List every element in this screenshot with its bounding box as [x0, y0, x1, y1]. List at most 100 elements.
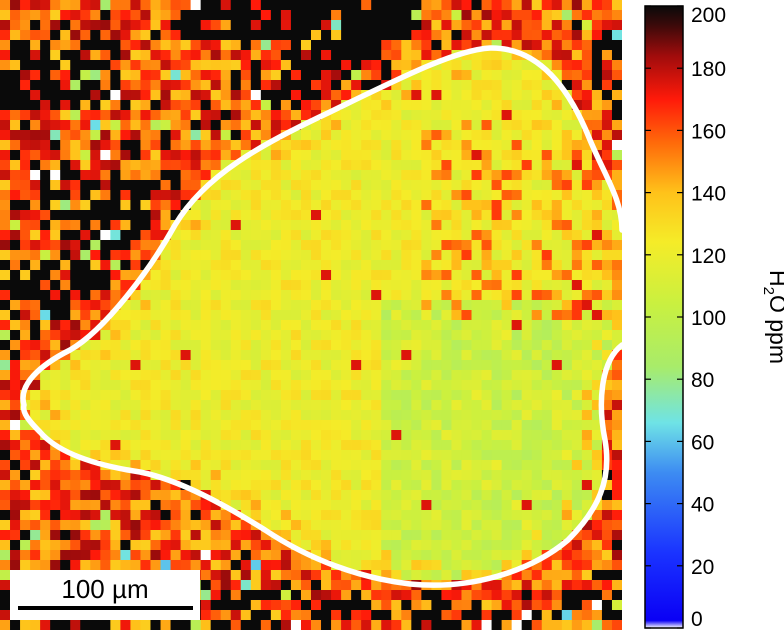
heatmap-cell — [401, 480, 412, 491]
heatmap-cell — [341, 450, 352, 461]
heatmap-cell — [190, 40, 202, 51]
heatmap-cell — [100, 80, 111, 91]
heatmap-cell — [160, 450, 172, 461]
heatmap-cell — [280, 210, 292, 221]
heatmap-cell — [461, 330, 473, 341]
heatmap-cell — [30, 130, 41, 141]
heatmap-cell — [581, 420, 593, 431]
heatmap-cell — [451, 430, 463, 441]
heatmap-cell — [160, 150, 172, 161]
heatmap-cell — [571, 500, 583, 511]
heatmap-cell — [371, 380, 382, 391]
heatmap-cell — [431, 270, 443, 281]
heatmap-cell — [160, 50, 172, 61]
heatmap-cell — [431, 180, 443, 191]
heatmap-cell — [411, 280, 422, 291]
heatmap-cell — [240, 430, 252, 441]
heatmap-cell — [601, 50, 613, 61]
heatmap-cell — [451, 10, 463, 21]
heatmap-cell — [471, 10, 483, 21]
heatmap-cell — [581, 70, 593, 81]
heatmap-cell — [321, 70, 332, 81]
heatmap-cell — [581, 430, 593, 441]
heatmap-cell — [0, 360, 11, 371]
heatmap-cell — [220, 170, 232, 181]
heatmap-cell — [311, 180, 322, 191]
heatmap-cell — [561, 160, 573, 171]
heatmap-cell — [290, 250, 302, 261]
heatmap-cell — [521, 310, 533, 321]
heatmap-cell — [521, 450, 533, 461]
heatmap-cell — [90, 510, 101, 521]
heatmap-cell — [260, 380, 272, 391]
heatmap-cell — [491, 400, 503, 411]
heatmap-cell — [130, 250, 142, 261]
heatmap-cell — [30, 550, 41, 561]
heatmap-cell — [331, 350, 342, 361]
heatmap-cell — [110, 150, 121, 161]
heatmap-cell — [441, 400, 453, 411]
heatmap-cell — [441, 380, 453, 391]
heatmap-cell — [331, 0, 342, 11]
heatmap-cell — [280, 10, 292, 21]
heatmap-cell — [190, 10, 202, 21]
heatmap-cell — [561, 100, 573, 111]
heatmap-cell — [511, 220, 523, 231]
heatmap-cell — [391, 560, 402, 571]
heatmap-cell — [351, 240, 362, 251]
heatmap-cell — [431, 390, 443, 401]
heatmap-cell — [270, 0, 282, 11]
heatmap-cell — [521, 70, 533, 81]
heatmap-cell — [571, 160, 583, 171]
heatmap-cell — [90, 430, 101, 441]
heatmap-cell — [100, 540, 111, 551]
heatmap-cell — [60, 410, 71, 421]
heatmap-cell — [120, 250, 132, 261]
heatmap-cell — [110, 500, 121, 511]
heatmap-cell — [451, 0, 463, 11]
heatmap-cell — [160, 370, 172, 381]
heatmap-cell — [511, 450, 523, 461]
heatmap-cell — [280, 610, 292, 621]
heatmap-cell — [290, 480, 302, 491]
heatmap-cell — [140, 130, 152, 141]
heatmap-cell — [20, 130, 31, 141]
heatmap-cell — [401, 440, 412, 451]
heatmap-cell — [210, 40, 222, 51]
heatmap-cell — [421, 120, 432, 131]
heatmap-cell — [110, 270, 121, 281]
heatmap-cell — [100, 190, 111, 201]
heatmap-cell — [371, 130, 382, 141]
heatmap-cell — [381, 230, 392, 241]
heatmap-cell — [341, 150, 352, 161]
heatmap-cell — [270, 330, 282, 341]
heatmap-cell — [80, 160, 91, 171]
heatmap-cell — [461, 250, 473, 261]
heatmap-cell — [571, 530, 583, 541]
heatmap-cell — [270, 260, 282, 271]
heatmap-cell — [50, 300, 61, 311]
heatmap-cell — [461, 520, 473, 531]
heatmap-cell — [210, 110, 222, 121]
heatmap-cell — [250, 10, 262, 21]
heatmap-cell — [361, 430, 372, 441]
heatmap-cell — [461, 620, 473, 630]
heatmap-cell — [561, 600, 573, 611]
heatmap-cell — [170, 10, 182, 21]
heatmap-cell — [551, 390, 563, 401]
heatmap-cell — [341, 480, 352, 491]
heatmap-cell — [501, 380, 513, 391]
heatmap-cell — [361, 560, 372, 571]
heatmap-cell — [321, 480, 332, 491]
heatmap-cell — [371, 590, 382, 601]
heatmap-cell — [50, 150, 61, 161]
heatmap-cell — [551, 270, 563, 281]
heatmap-cell — [341, 350, 352, 361]
heatmap-cell — [10, 0, 21, 11]
colorbar-tick-label: 20 — [691, 556, 714, 579]
heatmap-cell — [90, 30, 101, 41]
heatmap-cell — [491, 200, 503, 211]
heatmap-cell — [90, 490, 101, 501]
heatmap-cell — [471, 500, 483, 511]
heatmap-cell — [30, 520, 41, 531]
